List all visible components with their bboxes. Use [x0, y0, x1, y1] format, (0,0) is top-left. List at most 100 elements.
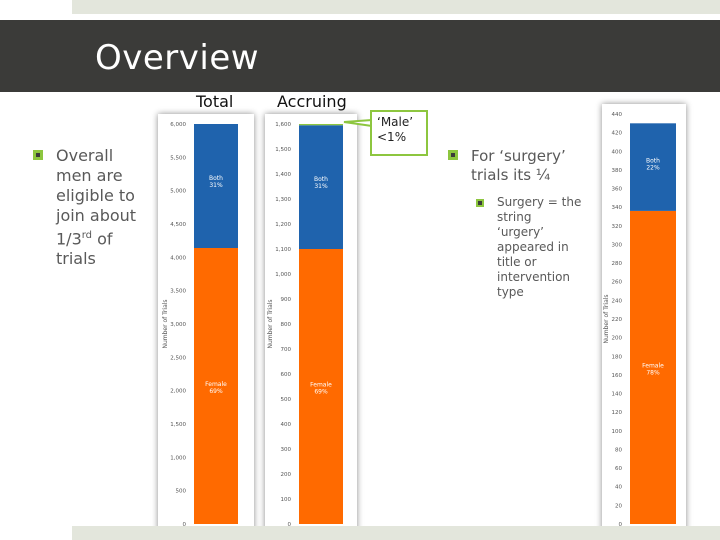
y-tick-label: 140 — [612, 392, 623, 398]
y-tick-label: 360 — [612, 187, 623, 193]
bar-label-both-pct: 22% — [646, 165, 660, 172]
left-bullet-text: Overall men are eligible to join about 1… — [56, 146, 136, 269]
bar-label-female-name: Female — [642, 362, 664, 369]
y-tick-label: 500 — [281, 397, 292, 403]
y-tick-label: 240 — [612, 298, 623, 304]
y-tick-label: 420 — [612, 131, 623, 137]
bar-segment-female — [630, 210, 676, 524]
chart-heading-total: Total — [196, 92, 234, 111]
chart-card-total: 0 500 1,000 1,500 2,000 2,500 3,000 3,500 4,000 4… — [158, 114, 254, 536]
y-tick-label: 160 — [612, 373, 623, 379]
y-axis-title: Number of Trials — [162, 299, 169, 348]
y-tick-label: 380 — [612, 168, 623, 174]
y-tick-label: 4,000 — [170, 255, 186, 261]
y-tick-label: 80 — [615, 447, 622, 453]
sub-bullet-line: ‘urgery’ — [497, 225, 544, 239]
male-callout: ‘Male’ <1% — [370, 110, 428, 156]
callout-value: <1% — [377, 130, 407, 144]
y-tick-label: 220 — [612, 317, 623, 323]
y-tick-label: 440 — [612, 112, 623, 118]
bar-label-both-name: Both — [646, 158, 660, 165]
slide-title: Overview — [95, 38, 260, 78]
chart-card-accruing: 0 100 200 300 400 500 600 700 800 900 1,000 1,100 1,… — [265, 114, 357, 536]
y-tick-label: 0 — [288, 522, 292, 528]
y-tick-label: 5,500 — [170, 155, 186, 161]
y-tick-label: 340 — [612, 205, 623, 211]
bullet-square-icon — [33, 150, 43, 160]
bar-chart-accruing: 0 100 200 300 400 500 600 700 800 900 1,000 1,100 1,… — [267, 122, 343, 528]
y-tick-label: 4,500 — [170, 222, 186, 228]
y-tick-label: 500 — [176, 489, 187, 495]
y-tick-label: 200 — [612, 336, 623, 342]
y-tick-label: 320 — [612, 224, 623, 230]
bar-segment-both — [194, 124, 238, 248]
y-tick-label: 100 — [612, 429, 623, 435]
y-tick-label: 300 — [612, 242, 623, 248]
bar-label-female-name: Female — [205, 381, 227, 388]
bar-label-female-pct: 69% — [209, 388, 223, 395]
y-tick-label: 400 — [612, 149, 623, 155]
sub-bullet-line: appeared in — [497, 240, 569, 254]
bar-label-female-pct: 78% — [646, 369, 660, 376]
bar-segment-female — [194, 248, 238, 524]
fraction-text: 1/3 — [56, 229, 82, 249]
sub-bullet-line: title or — [497, 255, 537, 269]
y-tick-label: 260 — [612, 280, 623, 286]
left-bullet-line: eligible to — [56, 186, 135, 205]
title-banner: Overview — [0, 20, 720, 92]
bar-label-female-pct: 69% — [314, 389, 328, 396]
bar-label-both-name: Both — [209, 175, 223, 182]
y-tick-label: 3,500 — [170, 289, 186, 295]
bar-label-female-name: Female — [310, 382, 332, 389]
y-tick-label: 900 — [281, 297, 292, 303]
y-tick-label: 1,400 — [275, 172, 291, 178]
sub-bullet-square-icon — [476, 199, 484, 207]
y-tick-label: 60 — [615, 466, 622, 472]
sub-bullet-line: string — [497, 210, 532, 224]
y-tick-label: 2,500 — [170, 355, 186, 361]
sub-bullet-text: Surgery = the string ‘urgery’ appeared i… — [497, 195, 581, 300]
bar-label-both-pct: 31% — [314, 183, 328, 190]
bar-segment-both — [299, 125, 343, 249]
fraction-tail: of — [92, 229, 113, 249]
y-tick-label: 400 — [281, 422, 292, 428]
y-tick-label: 0 — [619, 522, 623, 528]
callout-label: ‘Male’ — [377, 115, 414, 129]
y-tick-label: 1,500 — [275, 147, 291, 153]
y-tick-label: 1,300 — [275, 197, 291, 203]
y-tick-label: 3,000 — [170, 322, 186, 328]
right-bullet-line: trials its ¼ — [471, 166, 551, 184]
sub-bullet-line: type — [497, 285, 524, 299]
y-tick-label: 1,000 — [275, 272, 291, 278]
left-bullet-line: join about — [56, 206, 137, 225]
bullet-square-icon — [448, 150, 458, 160]
y-tick-label: 1,200 — [275, 222, 291, 228]
y-tick-label: 200 — [281, 472, 292, 478]
top-decor-strip — [72, 0, 720, 14]
sub-bullet-line: intervention — [497, 270, 571, 284]
y-tick-label: 700 — [281, 347, 292, 353]
bar-label-both-name: Both — [314, 176, 328, 183]
y-tick-label: 0 — [183, 522, 187, 528]
bottom-decor-strip — [72, 526, 720, 540]
y-tick-label: 5,000 — [170, 189, 186, 195]
y-tick-label: 1,000 — [170, 455, 186, 461]
bar-chart-surgery: 0 20 40 60 80 100 120 140 160 180 200 220 240 260 280 3… — [603, 112, 676, 528]
y-tick-label: 300 — [281, 447, 292, 453]
bar-segment-both — [630, 123, 676, 211]
fraction-superscript: rd — [81, 230, 93, 241]
y-tick-label: 6,000 — [170, 122, 186, 128]
y-tick-label: 1,600 — [275, 122, 291, 128]
sub-bullet-line: Surgery = the — [497, 195, 582, 209]
y-tick-label: 180 — [612, 354, 623, 360]
bar-segment-female — [299, 249, 343, 524]
callout-pointer — [343, 119, 373, 127]
y-tick-label: 1,100 — [275, 247, 291, 253]
left-bullet-line: trials — [56, 249, 96, 269]
y-axis-title: Number of Trials — [603, 294, 610, 343]
y-tick-label: 100 — [281, 497, 292, 503]
y-tick-label: 2,000 — [170, 389, 186, 395]
right-bullet-line: For ‘surgery’ — [471, 147, 566, 165]
y-tick-label: 1,500 — [170, 422, 186, 428]
y-tick-label: 20 — [615, 503, 622, 509]
